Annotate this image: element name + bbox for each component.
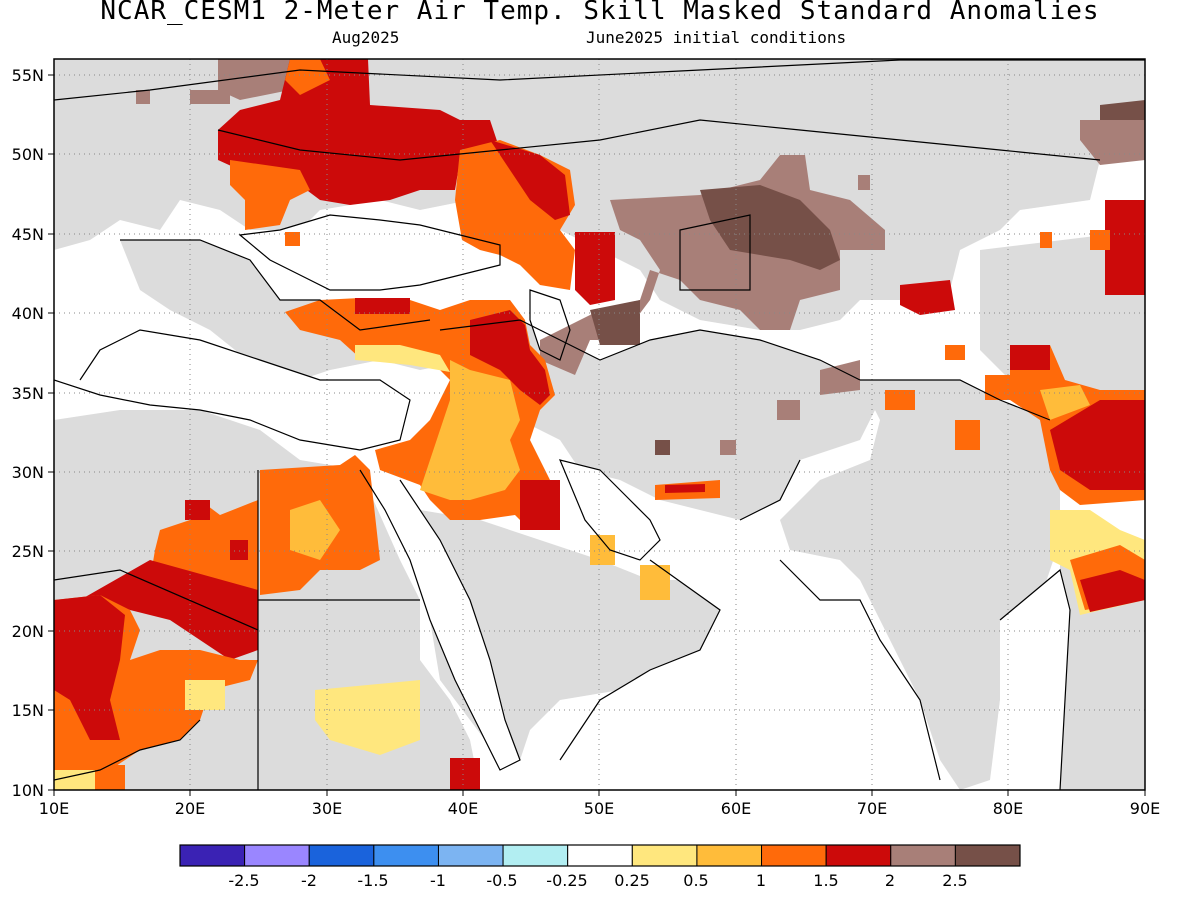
lon-tick-label: 50E [584,799,614,818]
colorbar-swatch [890,844,956,867]
lat-tick-label: 15N [12,701,44,720]
map-title: NCAR_CESM1 2-Meter Air Temp. Skill Maske… [100,0,1100,26]
lat-tick-label: 20N [12,622,44,641]
colorbar-label: 0.5 [683,871,708,890]
colorbar-label: -2.5 [228,871,259,890]
colorbar-label: -2 [301,871,317,890]
lon-tick-label: 20E [175,799,205,818]
colorbar-label: 0.25 [614,871,650,890]
colorbar-swatch [761,844,827,867]
colorbar-swatches [179,844,1021,867]
lat-tick-label: 25N [12,542,44,561]
colorbar-swatch [954,844,1021,867]
colorbar-swatch [373,844,439,867]
colorbar-swatch [308,844,375,867]
colorbar-swatch [502,844,569,867]
lon-tick-label: 60E [721,799,751,818]
colorbar-swatch [567,844,633,867]
colorbar-swatch [825,844,892,867]
colorbar-label: -1.5 [357,871,388,890]
lat-tick-label: 45N [12,225,44,244]
lon-tick-label: 80E [993,799,1023,818]
lat-tick-label: 35N [12,384,44,403]
colorbar-frame [179,844,1021,867]
colorbar-label: 2 [885,871,895,890]
colorbar-label: -0.25 [546,871,587,890]
colorbar-swatch [437,844,504,867]
lon-tick-label: 40E [448,799,478,818]
lon-tick-label: 90E [1130,799,1160,818]
colorbar: -2.5 -2 -1.5 -1 -0.5 -0.25 0.25 0.5 1 1.… [179,844,1021,890]
colorbar-swatch [179,844,246,867]
valid-month-label: Aug2025 [332,28,400,47]
lon-tick-label: 10E [39,799,69,818]
init-conditions-label: June2025 initial conditions [586,28,847,47]
lon-tick-label: 30E [312,799,342,818]
colorbar-label: 1 [756,871,766,890]
colorbar-label: -1 [430,871,446,890]
colorbar-swatch [696,844,763,867]
colorbar-swatch [244,844,310,867]
axis-ticks [48,74,1146,796]
lat-tick-label: 50N [12,145,44,164]
lon-tick-label: 70E [857,799,887,818]
colorbar-label: 2.5 [942,871,967,890]
grid-lines [54,59,1145,790]
colorbar-label: -0.5 [486,871,517,890]
lat-tick-labels: 10N 15N 20N 25N 30N 35N 40N 45N 50N 55N [12,66,44,800]
colorbar-swatch [631,844,698,867]
colorbar-label: 1.5 [813,871,838,890]
lat-tick-label: 40N [12,304,44,323]
lat-tick-label: 10N [12,781,44,800]
anomaly-patches [54,59,1145,790]
lat-tick-label: 30N [12,463,44,482]
shaded-field [54,59,1145,790]
coastlines-borders [54,59,1145,790]
lon-tick-labels: 10E 20E 30E 40E 50E 60E 70E 80E 90E [39,799,1160,818]
lat-tick-label: 55N [12,66,44,85]
